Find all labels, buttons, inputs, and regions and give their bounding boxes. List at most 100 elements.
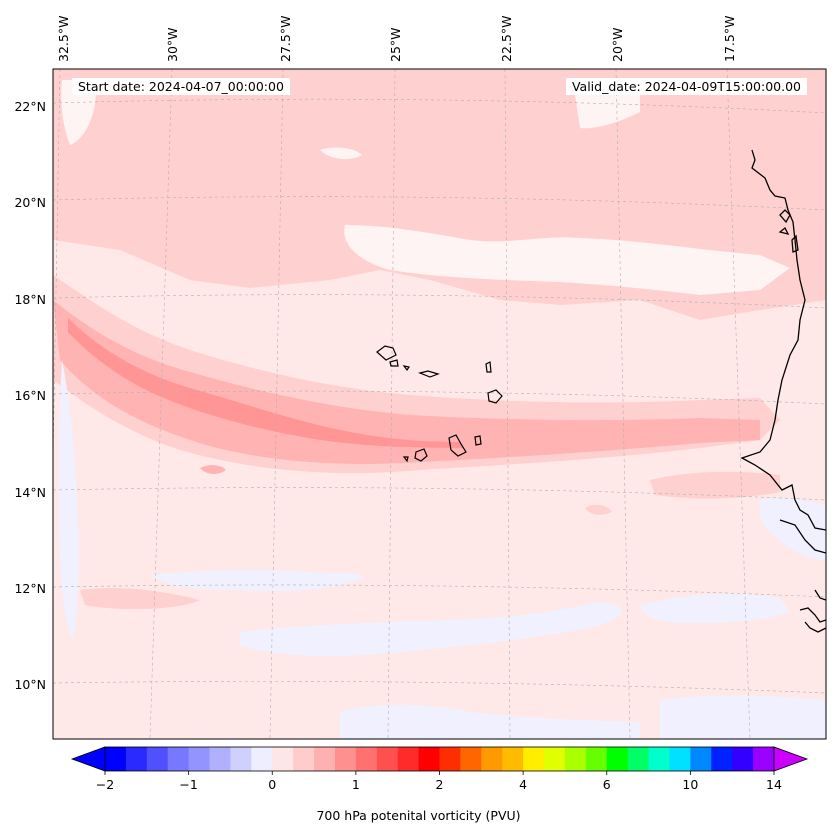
coastlines	[740, 149, 826, 633]
colorbar-cell	[355, 747, 378, 771]
lon-label: 27.5°W	[278, 16, 293, 62]
lat-label: 20°N	[14, 195, 46, 210]
pv-band-core	[68, 318, 462, 448]
colorbar-cell	[606, 747, 629, 771]
lat-label: 18°N	[14, 292, 46, 307]
island-sao-nicolau	[418, 370, 440, 378]
pv-blue-patch-2	[240, 602, 622, 656]
lon-label: 17.5°W	[722, 16, 737, 62]
colorbar-cell	[418, 747, 440, 771]
grid-lat-22	[53, 98, 826, 114]
colorbar-cell	[669, 747, 691, 771]
colorbar-tick-label: 6	[603, 777, 611, 792]
lat-label: 16°N	[14, 388, 46, 403]
lat-label: 10°N	[14, 677, 46, 692]
colorbar-cell	[439, 747, 461, 771]
colorbar-tick-label: 1	[352, 777, 360, 792]
island-santo-antao	[376, 345, 397, 361]
colorbar-tick-label: 14	[766, 777, 782, 792]
grid-lon-25	[387, 69, 396, 739]
pv-pale-patch-small	[320, 147, 362, 160]
colorbar-cell	[753, 747, 775, 771]
colorbar-cell	[523, 747, 545, 771]
lat-label: 14°N	[14, 485, 46, 500]
colorbar-cell	[502, 747, 524, 771]
island-santa-luzia	[402, 365, 410, 372]
colorbar-cell	[397, 747, 420, 771]
colorbar-tick-label: −1	[179, 777, 197, 792]
colorbar-tick-label: −2	[96, 777, 114, 792]
colorbar-cell	[293, 747, 315, 771]
grid-lon-17-5	[726, 69, 751, 739]
island-maio	[474, 435, 482, 446]
pv-blue-patch-6	[660, 695, 826, 739]
lon-label: 22.5°W	[499, 16, 514, 62]
pv-small-blob-2	[585, 504, 612, 515]
colorbar-cell	[376, 747, 399, 771]
grid-lat-16	[53, 390, 826, 405]
colorbar-cell	[544, 747, 566, 771]
pv-pale-patch-ne	[575, 92, 640, 129]
map-frame	[52, 68, 827, 740]
colorbar-cell	[648, 747, 670, 771]
colorbar-cell	[230, 747, 252, 771]
grid-lat-18	[53, 294, 826, 309]
colorbar-cell	[167, 747, 190, 771]
pv-blue-patch-1	[150, 569, 365, 592]
colorbar-cell	[314, 747, 336, 771]
colorbar-cells	[105, 747, 775, 771]
island-fogo	[414, 448, 428, 462]
africa-coastline-south	[779, 519, 826, 554]
island-sal	[485, 361, 492, 373]
africa-coastline-guinea	[799, 589, 826, 633]
pv-field	[53, 69, 826, 739]
lat-label: 22°N	[14, 99, 46, 114]
colorbar-cell	[690, 747, 712, 771]
colorbar-cell	[334, 747, 357, 771]
cape-verde-islands	[376, 345, 503, 463]
pv-pale-patch-west	[61, 80, 96, 145]
lon-label: 30°W	[165, 27, 180, 62]
colorbar-cell	[272, 747, 294, 771]
colorbar-tick-label: 0	[268, 777, 276, 792]
colorbar-cell	[711, 747, 733, 771]
africa-coastline	[740, 149, 826, 531]
island-brava	[402, 456, 409, 463]
lon-label: 32.5°W	[56, 16, 71, 62]
colorbar-cell	[627, 747, 650, 771]
grid-lon-20	[615, 69, 631, 739]
colorbar-tick-label: 10	[682, 777, 698, 792]
coastal-islets	[778, 209, 799, 253]
pv-band-mid	[53, 300, 760, 464]
colorbar-cell	[585, 747, 608, 771]
grid-lat-12	[53, 584, 826, 598]
grid-lon-30	[149, 69, 173, 739]
colorbar-cell	[564, 747, 587, 771]
grid-lon-27-5	[269, 69, 284, 739]
pv-blue-patch-5	[340, 704, 640, 739]
lon-label: 25°W	[388, 27, 403, 62]
colorbar-ticks: −2 −1 0 1 2 4 6 10 14	[96, 771, 782, 792]
colorbar-cell	[146, 747, 169, 771]
pv-pink-patch-se	[650, 471, 780, 499]
colorbar-min-extend	[70, 746, 106, 772]
colorbar-label: 700 hPa potenital vorticity (PVU)	[316, 808, 521, 823]
pv-blue-patch-3	[640, 594, 790, 624]
gridlines	[53, 69, 826, 739]
island-boa-vista	[487, 389, 503, 404]
colorbar-cell	[251, 747, 273, 771]
colorbar-cell	[460, 747, 482, 771]
pv-blue-strip-west	[58, 360, 79, 640]
colorbar-cell	[105, 747, 127, 771]
colorbar-max-extend	[773, 746, 809, 772]
colorbar-cell	[481, 747, 503, 771]
pv-north-pale-patch	[344, 225, 790, 295]
colorbar-cell	[188, 747, 211, 771]
latitude-labels: 22°N 20°N 18°N 16°N 14°N 12°N 10°N	[14, 99, 46, 692]
colorbar-tick-label: 4	[519, 777, 527, 792]
colorbar-tick-label: 2	[436, 777, 444, 792]
longitude-labels: 32.5°W 30°W 27.5°W 25°W 22.5°W 20°W 17.5…	[56, 16, 737, 62]
pv-small-blob	[200, 465, 226, 474]
lon-label: 20°W	[610, 27, 625, 62]
